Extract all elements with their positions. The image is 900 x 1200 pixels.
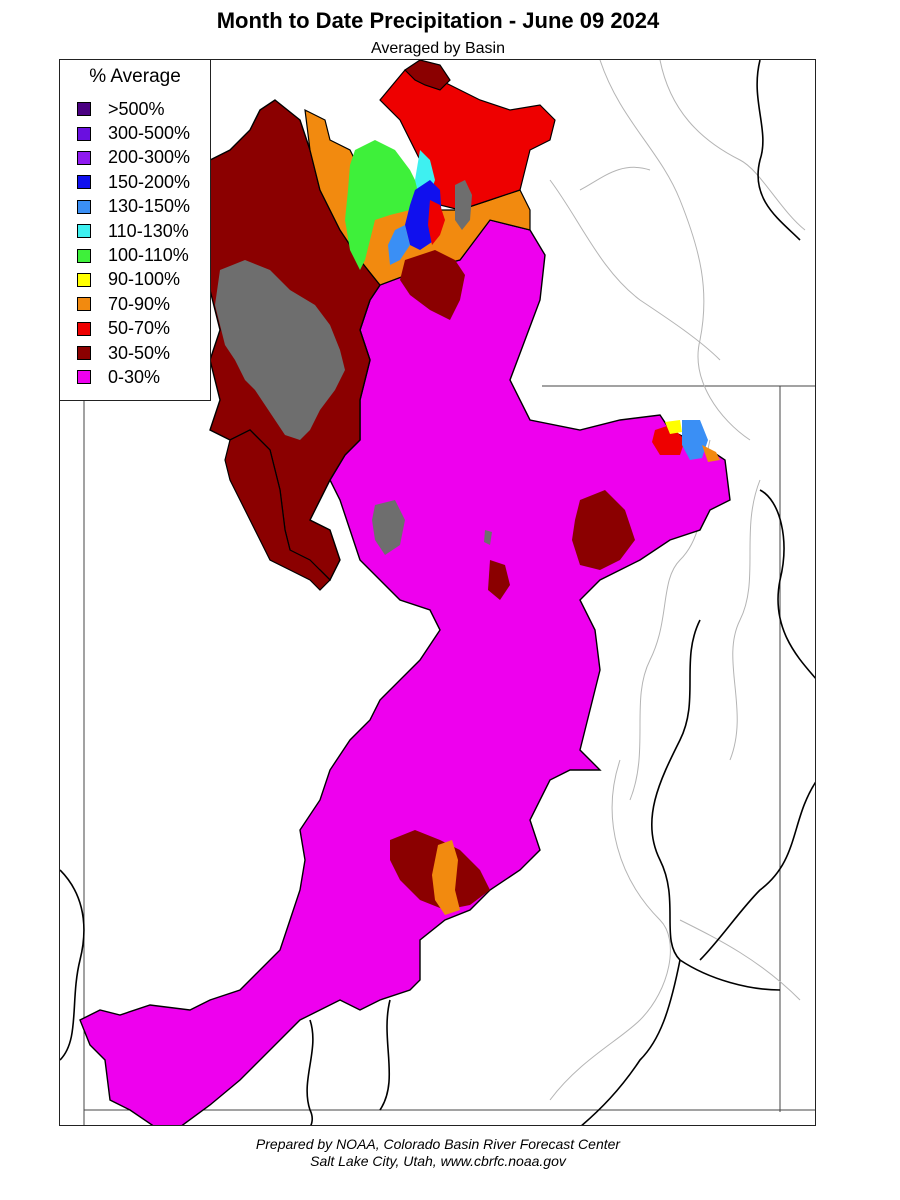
legend-label: 130-150% — [108, 196, 191, 217]
great-salt-lake-icon — [215, 260, 345, 440]
legend-label: 150-200% — [108, 171, 191, 192]
legend-label: 110-130% — [108, 220, 189, 241]
region-100-110 — [345, 140, 420, 270]
legend-label: >500% — [108, 98, 165, 119]
legend-swatch — [77, 199, 91, 214]
legend-swatch — [77, 102, 91, 117]
legend-item: 300-500% — [77, 121, 210, 145]
legend-swatch — [77, 321, 91, 336]
basin-map-svg — [60, 60, 815, 1125]
legend-item: 130-150% — [77, 195, 210, 219]
legend-label: 90-100% — [108, 269, 181, 290]
region-70-90-south — [432, 840, 460, 915]
region-30-50-north — [404, 60, 451, 91]
legend-label: 200-300% — [108, 147, 191, 168]
legend-swatch — [77, 175, 91, 190]
legend-swatch — [77, 150, 91, 165]
legend-item: 70-90% — [77, 292, 210, 316]
map-title: Month to Date Precipitation - June 09 20… — [216, 8, 660, 33]
region-30-50-tiny — [488, 560, 510, 600]
region-east-blue — [682, 420, 708, 460]
legend-label: 100-110% — [108, 245, 189, 266]
legend-item: 100-110% — [77, 243, 210, 267]
legend-item: 150-200% — [77, 170, 210, 194]
map-subtitle: Averaged by Basin — [370, 40, 505, 57]
legend-list: >500% 300-500% 200-300% 150-200% 130-150% 110… — [60, 97, 210, 390]
legend-swatch — [77, 370, 91, 385]
legend-item: 50-70% — [77, 317, 210, 341]
legend-item: >500% — [77, 97, 210, 121]
legend-item: 110-130% — [77, 219, 210, 243]
footer: Prepared by NOAA, Colorado Basin River F… — [0, 1136, 876, 1170]
legend-item: 200-300% — [77, 146, 210, 170]
region-30-50-sw — [224, 429, 331, 591]
legend-swatch — [77, 297, 91, 312]
legend-label: 300-500% — [108, 123, 191, 144]
region-130-150 — [388, 225, 410, 265]
region-east-yellow — [665, 420, 682, 434]
legend-swatch — [77, 248, 91, 263]
region-30-50-inner — [400, 250, 465, 320]
legend-item: 0-30% — [77, 365, 210, 389]
legend-swatch — [77, 272, 91, 287]
bear-lake-icon — [455, 180, 472, 230]
legend-label: 50-70% — [108, 318, 171, 339]
region-30-50-central — [572, 490, 635, 570]
legend-swatch — [77, 224, 91, 239]
legend-label: 0-30% — [108, 366, 161, 387]
legend-item: 90-100% — [77, 268, 210, 292]
lake-small-east-icon — [484, 530, 492, 545]
legend-label: 70-90% — [108, 293, 171, 314]
region-50-70-inner — [428, 200, 445, 245]
legend: % Average >500% 300-500% 200-300% 150-200% 1… — [59, 59, 211, 401]
lakes — [215, 180, 492, 555]
utah-lake-icon — [372, 500, 405, 555]
legend-title: % Average — [89, 66, 181, 87]
footer-location: Salt Lake City, Utah, www.cbrfc.noaa.gov — [310, 1153, 566, 1169]
legend-label: 30-50% — [108, 342, 171, 363]
region-east-orange — [702, 445, 720, 462]
heavy-boundaries — [60, 60, 815, 1125]
legend-swatch — [77, 126, 91, 141]
legend-item: 30-50% — [77, 341, 210, 365]
legend-swatch — [77, 346, 91, 361]
footer-credit: Prepared by NOAA, Colorado Basin River F… — [255, 1136, 621, 1152]
